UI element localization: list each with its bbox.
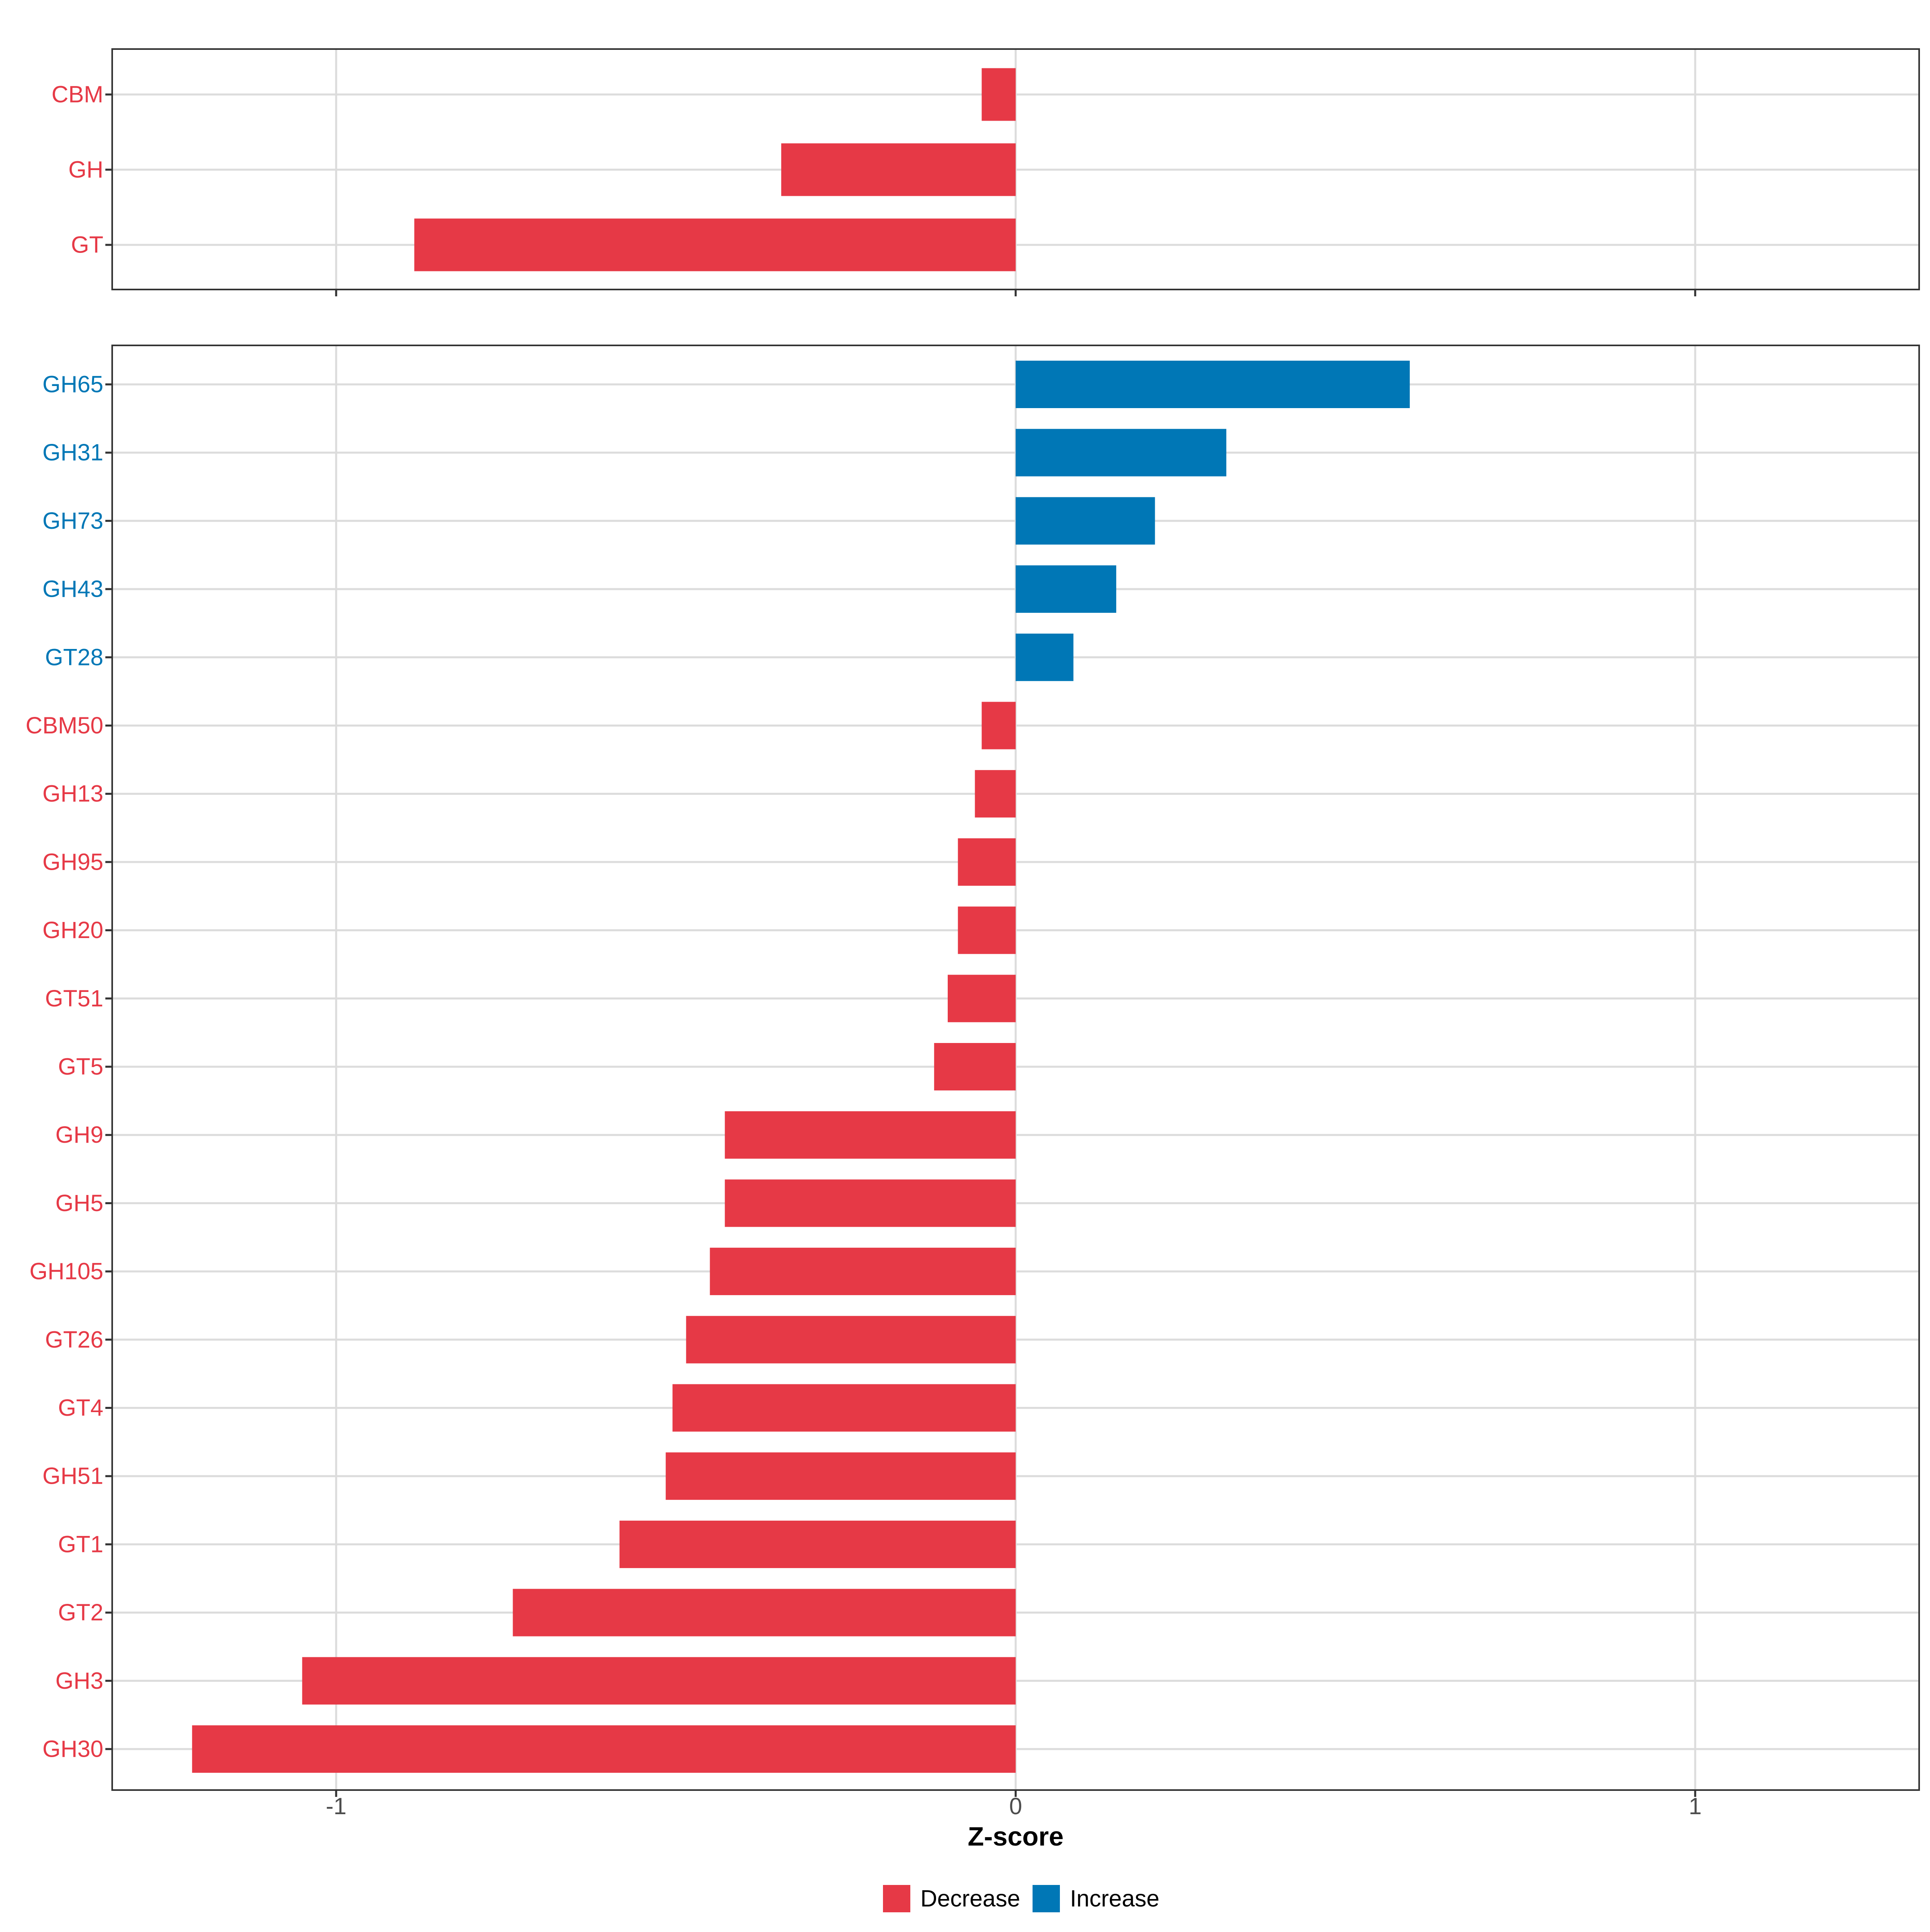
bar-gt28 [1016,633,1074,681]
y-tick-label-gh3: GH3 [55,1668,103,1694]
x-tick-label: -1 [326,1793,347,1819]
bar-gt [414,218,1016,271]
bar-gh20 [958,906,1016,954]
y-tick-label-gt: GT [71,232,103,258]
legend: Decrease Increase [883,1885,1159,1912]
y-tick-label-gh: GH [68,157,103,183]
y-tick-label-cbm50: CBM50 [26,712,103,739]
x-tick-label: 0 [1009,1793,1022,1819]
legend-swatch-decrease [883,1885,910,1912]
bar-gh31 [1016,429,1226,476]
bar-cbm50 [981,702,1016,749]
bar-gt4 [672,1384,1016,1432]
x-tick-label: 1 [1689,1793,1702,1819]
y-tick-label-gt26: GT26 [45,1326,103,1353]
bar-gt2 [513,1589,1016,1636]
y-tick-label-gh65: GH65 [42,372,103,398]
y-tick-label-gh9: GH9 [55,1122,103,1148]
bar-gh5 [725,1179,1016,1227]
y-tick-label-cbm: CBM [51,82,103,108]
y-tick-label-gh51: GH51 [42,1463,103,1489]
y-tick-label-gh20: GH20 [42,917,103,943]
bar-gh3 [302,1657,1016,1705]
y-tick-label-gt28: GT28 [45,644,103,670]
legend-label-decrease: Decrease [920,1886,1020,1912]
bar-gt1 [619,1520,1016,1568]
legend-label-increase: Increase [1070,1886,1159,1912]
bar-gh30 [192,1725,1016,1773]
x-axis: -1 0 1 [326,1793,1702,1819]
y-tick-label-gh5: GH5 [55,1190,103,1216]
bar-cbm [981,68,1016,121]
bar-gt5 [934,1043,1016,1090]
y-tick-label-gh31: GH31 [42,439,103,466]
bar-gh13 [975,770,1016,818]
legend-swatch-increase [1033,1885,1060,1912]
x-axis-label: Z-score [968,1821,1064,1851]
bar-gh73 [1016,497,1155,545]
y-tick-label-gh105: GH105 [29,1259,103,1285]
bar-gt26 [686,1316,1016,1363]
bar-gh43 [1016,565,1117,613]
bar-gh65 [1016,361,1410,408]
bar-gt51 [948,975,1016,1022]
bar-gh51 [665,1452,1016,1500]
y-tick-label-gt1: GT1 [58,1531,103,1557]
y-tick-label-gh13: GH13 [42,781,103,807]
panel-family-level: GH65 GH31 GH73 GH43 GT28 CBM50 GH13 GH95 GH20 GT5… [26,345,1920,1797]
panel-class-level: CBM GH GT [51,48,1920,296]
y-tick-label-gt4: GT4 [58,1395,103,1421]
bar-gh [781,143,1016,196]
bar-gh105 [710,1248,1016,1296]
y-tick-label-gh95: GH95 [42,849,103,875]
y-tick-label-gh30: GH30 [42,1736,103,1762]
y-tick-label-gt51: GT51 [45,986,103,1012]
bar-gh9 [725,1111,1016,1159]
y-tick-label-gh73: GH73 [42,508,103,534]
y-tick-label-gt5: GT5 [58,1054,103,1080]
bar-gh95 [958,838,1016,886]
y-tick-label-gt2: GT2 [58,1599,103,1626]
y-tick-label-gh43: GH43 [42,576,103,602]
